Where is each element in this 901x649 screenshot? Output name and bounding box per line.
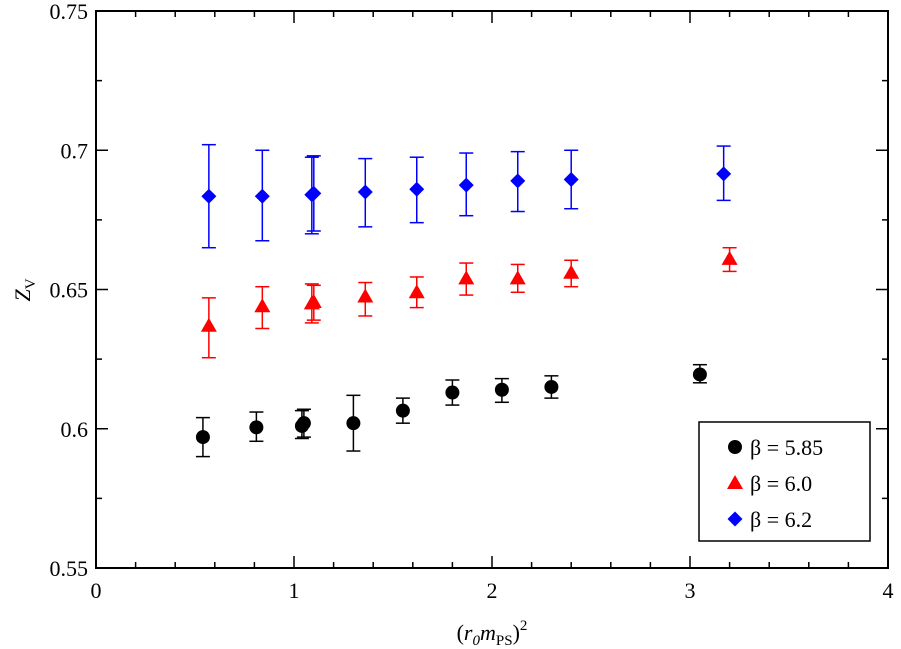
data-point (249, 420, 264, 435)
series-circle (195, 363, 707, 458)
legend-marker (728, 440, 742, 454)
data-point (296, 416, 311, 431)
data-point (254, 298, 271, 313)
data-point (692, 367, 707, 382)
data-point (458, 270, 475, 285)
data-point (305, 294, 322, 309)
data-point (306, 185, 322, 201)
y-tick-label: 0.75 (50, 0, 89, 24)
data-point (494, 382, 509, 397)
y-tick-label: 0.55 (50, 556, 89, 581)
data-point (195, 430, 210, 445)
y-axis-label: ZV (10, 278, 39, 301)
y-tick-label: 0.6 (61, 417, 89, 442)
x-tick-label: 4 (883, 578, 894, 603)
data-point (254, 188, 270, 204)
axes-layer: 0 1 2 3 4 0.55 0.6 0.65 0.7 0.75 (50, 0, 894, 603)
data-point (357, 184, 373, 200)
data-point (458, 177, 474, 193)
y-tick-label: 0.65 (50, 278, 89, 303)
series-diamond (201, 143, 732, 249)
legend-label: β = 6.0 (750, 471, 812, 496)
data-point (510, 173, 526, 189)
data-point (563, 264, 580, 279)
y-tick-label: 0.7 (61, 138, 89, 163)
legend: β = 5.85 β = 6.0 β = 6.2 (698, 421, 871, 542)
x-tick-label: 2 (487, 578, 498, 603)
data-point (721, 250, 738, 265)
data-point (716, 166, 732, 182)
legend-marker (727, 475, 743, 489)
x-axis-label: (r0mPS)2 (457, 618, 528, 649)
data-point (544, 379, 559, 394)
legend-label: β = 5.85 (750, 435, 823, 460)
data-point (445, 385, 460, 400)
data-point (200, 317, 217, 332)
x-tick-label: 0 (91, 578, 102, 603)
data-point (357, 288, 374, 303)
legend-box (698, 421, 871, 542)
legend-label: β = 6.2 (750, 507, 812, 532)
legend-entries: β = 5.85 β = 6.0 β = 6.2 (727, 435, 823, 532)
data-layer (195, 143, 738, 458)
data-point (395, 403, 410, 418)
data-point (201, 188, 217, 204)
data-point (509, 270, 526, 285)
x-tick-label: 1 (289, 578, 300, 603)
x-tick-label: 3 (685, 578, 696, 603)
legend-marker (727, 511, 743, 527)
data-point (563, 171, 579, 187)
series-triangle (200, 246, 738, 359)
data-point (409, 181, 425, 197)
data-point (408, 284, 425, 299)
data-point (346, 416, 361, 431)
